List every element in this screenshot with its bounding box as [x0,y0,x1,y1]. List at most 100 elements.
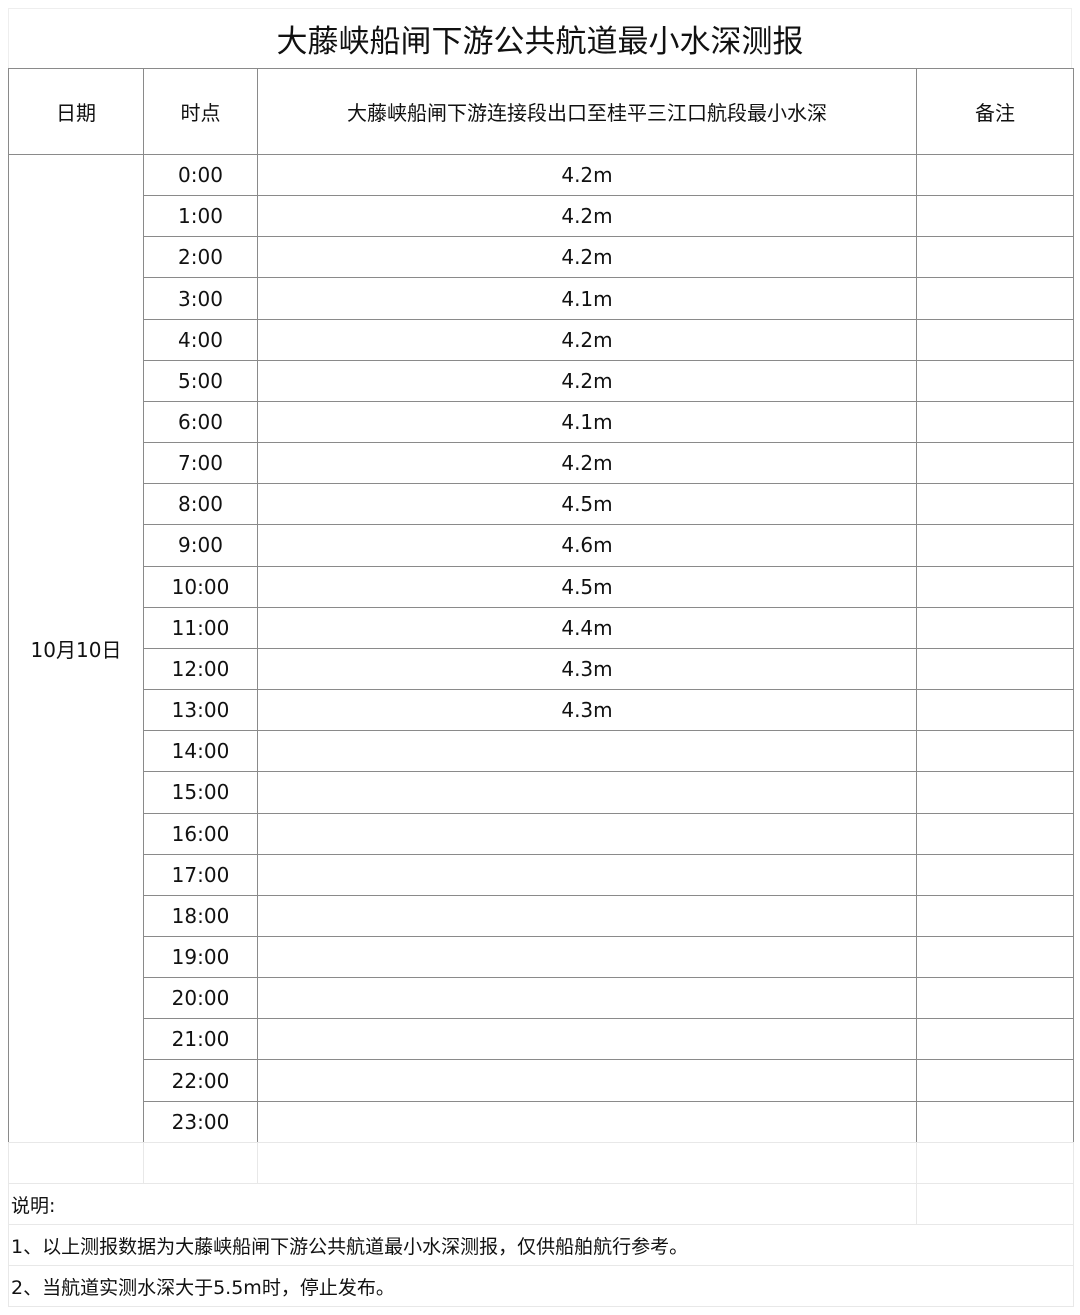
depth-cell: 4.1m [257,277,917,320]
table-row: 23:00 [9,1100,1074,1143]
remarks-cell [916,483,1074,526]
table-row: 5:00 4.2m [9,359,1074,402]
remarks-cell [916,771,1074,814]
table-row: 2:00 4.2m [9,236,1074,279]
depth-cell: 4.2m [257,442,917,485]
remarks-cell [916,318,1074,361]
depth-cell: 4.1m [257,400,917,444]
table-row: 1:00 4.2m [9,195,1074,238]
time-cell: 4:00 [143,318,258,361]
table-row: 13:00 4.3m [9,689,1074,732]
time-cell: 11:00 [143,606,258,649]
time-cell: 8:00 [143,483,258,526]
table-row: 12:00 4.3m [9,647,1074,691]
table-row: 8:00 4.5m [9,483,1074,526]
table-row: 19:00 [9,935,1074,979]
table-row: 9:00 4.6m [9,524,1074,567]
remarks-cell [916,277,1074,320]
remarks-cell [916,1018,1074,1061]
table-row: 6:00 4.1m [9,400,1074,444]
note-item: 1、以上测报数据为大藤峡船闸下游公共航道最小水深测报，仅供船舶航行参考。 [8,1224,1074,1266]
remarks-cell [916,689,1074,732]
time-cell: 20:00 [143,977,258,1020]
time-cell: 15:00 [143,771,258,814]
remarks-cell [916,524,1074,567]
table-row: 16:00 [9,812,1074,855]
header-depth: 大藤峡船闸下游连接段出口至桂平三江口航段最小水深 [257,68,917,155]
depth-cell [257,894,917,937]
depth-cell: 4.3m [257,647,917,691]
remarks-cell [916,236,1074,279]
table-row: 17:00 [9,853,1074,896]
depth-cell: 4.5m [257,483,917,526]
depth-cell: 4.2m [257,236,917,279]
remarks-cell [916,853,1074,896]
header-date: 日期 [8,68,144,155]
depth-cell [257,1059,917,1102]
depth-cell: 4.3m [257,689,917,732]
remarks-cell [916,1100,1074,1143]
depth-cell [257,730,917,773]
remarks-cell [916,195,1074,238]
time-cell: 0:00 [143,153,258,197]
time-cell: 22:00 [143,1059,258,1102]
depth-cell [257,1018,917,1061]
remarks-cell [916,153,1074,197]
table-row: 18:00 [9,894,1074,937]
header-time: 时点 [143,68,258,155]
table-row: 15:00 [9,771,1074,814]
time-cell: 23:00 [143,1100,258,1143]
remarks-cell [916,400,1074,444]
depth-cell: 4.2m [257,318,917,361]
depth-cell [257,935,917,979]
time-cell: 21:00 [143,1018,258,1061]
remarks-cell [916,977,1074,1020]
time-cell: 9:00 [143,524,258,567]
remarks-cell [916,730,1074,773]
time-cell: 13:00 [143,689,258,732]
time-cell: 17:00 [143,853,258,896]
table-row: 22:00 [9,1059,1074,1102]
remarks-cell [916,565,1074,608]
table-row: 3:00 4.1m [9,277,1074,320]
depth-cell [257,977,917,1020]
remarks-cell [916,894,1074,937]
remarks-cell [916,647,1074,691]
depth-cell: 4.4m [257,606,917,649]
table-row: 7:00 4.2m [9,442,1074,485]
remarks-cell [916,606,1074,649]
time-cell: 10:00 [143,565,258,608]
note-item: 2、当航道实测水深大于5.5m时，停止发布。 [8,1265,1074,1307]
remarks-cell [916,935,1074,979]
time-cell: 1:00 [143,195,258,238]
table-row: 10月10日 0:00 4.2m [8,153,1074,1143]
depth-cell: 4.6m [257,524,917,567]
time-cell: 7:00 [143,442,258,485]
time-cell: 16:00 [143,812,258,855]
table-row: 4:00 4.2m [9,318,1074,361]
depth-cell [257,812,917,855]
depth-table: 日期 时点 大藤峡船闸下游连接段出口至桂平三江口航段最小水深 备注 10月10日… [8,68,1074,1143]
time-cell: 6:00 [143,400,258,444]
remarks-cell [916,442,1074,485]
depth-cell: 4.2m [257,153,917,197]
header-row: 日期 时点 大藤峡船闸下游连接段出口至桂平三江口航段最小水深 备注 [8,68,1074,155]
header-remarks: 备注 [916,68,1074,155]
time-cell: 3:00 [143,277,258,320]
notes-table: 说明: 1、以上测报数据为大藤峡船闸下游公共航道最小水深测报，仅供船舶航行参考。… [8,1142,1074,1307]
date-cell: 10月10日 [8,154,144,1143]
time-cell: 19:00 [143,935,258,979]
depth-cell: 4.2m [257,195,917,238]
depth-cell: 4.2m [257,359,917,402]
table-row: 10:00 4.5m [9,565,1074,608]
remarks-cell [916,812,1074,855]
depth-cell [257,1100,917,1143]
remarks-cell [916,1059,1074,1102]
depth-cell: 4.5m [257,565,917,608]
table-row: 14:00 [9,730,1074,773]
remarks-cell [916,359,1074,402]
time-cell: 14:00 [143,730,258,773]
table-row: 11:00 4.4m [9,606,1074,649]
table-row: 21:00 [9,1018,1074,1061]
time-cell: 5:00 [143,359,258,402]
